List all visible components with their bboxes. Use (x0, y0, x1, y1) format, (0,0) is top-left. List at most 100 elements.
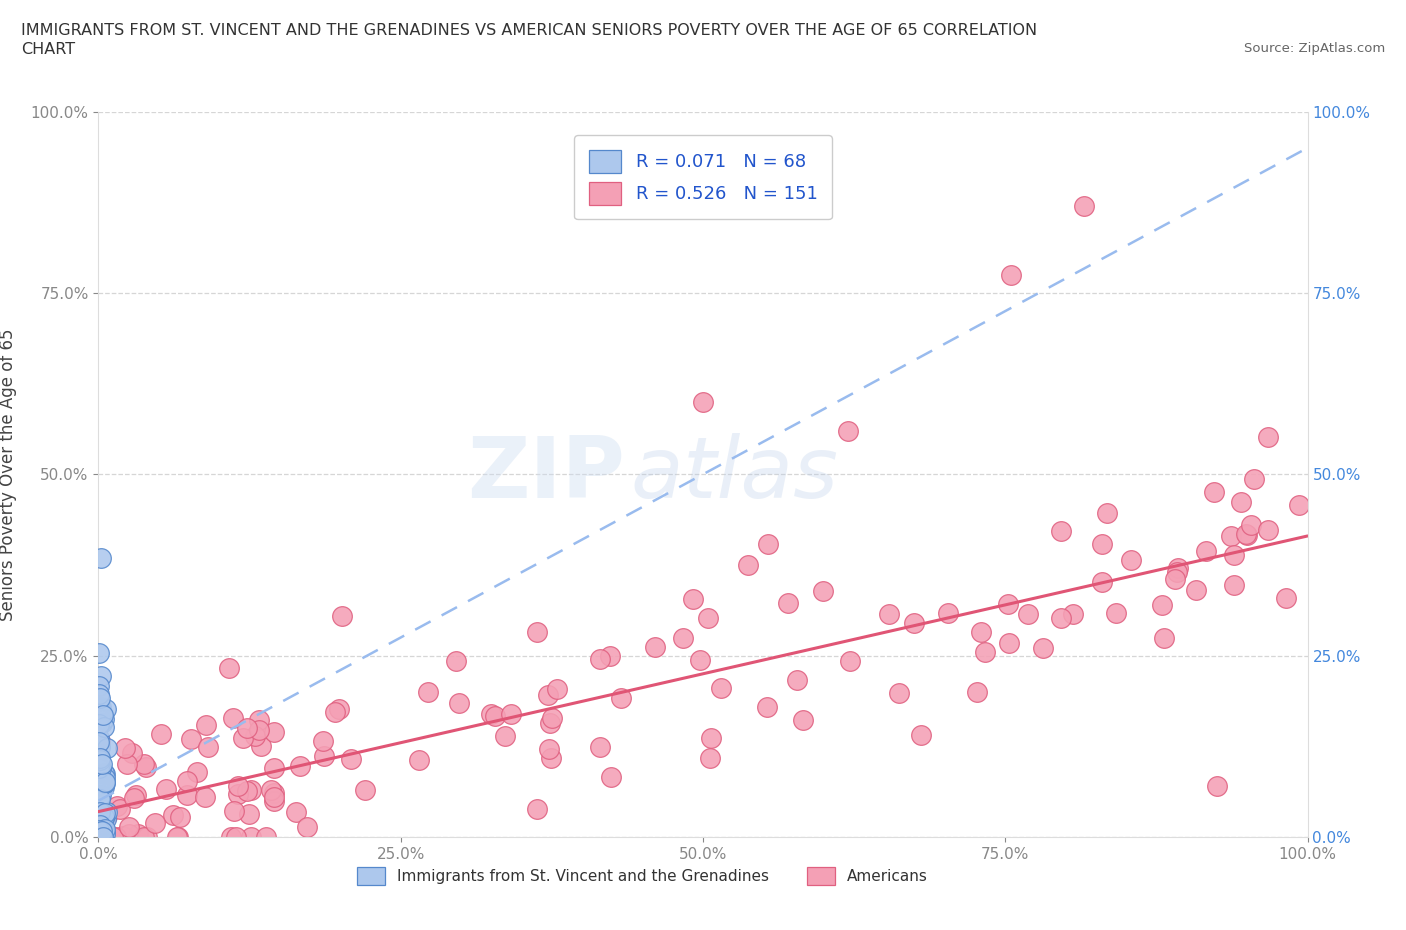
Point (484, 709, 506, 724)
Point (118, 827, 141, 842)
Point (91, 823, 114, 838)
Point (89, 817, 111, 832)
Text: CHART: CHART (21, 42, 75, 57)
Point (538, 741, 561, 756)
Point (1032, 641, 1054, 656)
Point (197, 739, 219, 754)
Point (903, 616, 925, 631)
Point (87, 731, 110, 746)
Point (887, 685, 910, 700)
Point (692, 394, 714, 409)
Point (90, 761, 112, 776)
Point (89, 791, 111, 806)
Point (340, 751, 363, 766)
Point (447, 696, 470, 711)
Point (94, 822, 117, 837)
Point (90, 712, 112, 727)
Point (540, 751, 562, 765)
Point (87, 686, 110, 701)
Point (87, 822, 110, 837)
Point (1091, 575, 1114, 590)
Point (90, 668, 112, 683)
Point (93, 776, 115, 790)
Point (162, 808, 184, 823)
Text: atlas: atlas (630, 432, 838, 516)
Point (589, 740, 612, 755)
Point (89, 711, 111, 726)
Point (134, 756, 156, 771)
Point (89, 679, 111, 694)
Point (93, 775, 115, 790)
Point (710, 680, 733, 695)
Point (1152, 597, 1174, 612)
Point (1049, 611, 1071, 626)
Text: Source: ZipAtlas.com: Source: ZipAtlas.com (1244, 42, 1385, 55)
Point (91, 829, 114, 844)
Point (644, 639, 666, 654)
Point (837, 423, 859, 438)
Point (93, 765, 115, 780)
Point (194, 718, 217, 733)
Point (89, 823, 111, 838)
Point (89, 734, 111, 749)
Point (96, 808, 118, 823)
Point (1073, 198, 1095, 213)
Point (1288, 498, 1310, 512)
Point (1185, 582, 1208, 597)
Point (1223, 578, 1246, 592)
Point (94, 701, 117, 716)
Point (263, 786, 285, 801)
Point (536, 687, 558, 702)
Point (235, 721, 257, 736)
Point (682, 591, 704, 606)
Point (589, 652, 612, 667)
Point (792, 712, 814, 727)
Point (501, 707, 523, 722)
Point (111, 829, 134, 844)
Point (218, 660, 240, 675)
Point (94, 766, 117, 781)
Point (1163, 571, 1185, 586)
Point (1050, 524, 1073, 538)
Point (87, 818, 110, 833)
Point (222, 711, 245, 725)
Text: ZIP: ZIP (467, 432, 624, 516)
Point (786, 672, 808, 687)
Point (127, 827, 149, 842)
Point (263, 790, 285, 804)
Point (243, 728, 266, 743)
Point (93, 719, 115, 734)
Point (970, 624, 993, 639)
Point (295, 819, 318, 834)
Y-axis label: Seniors Poverty Over the Age of 65: Seniors Poverty Over the Age of 65 (0, 328, 17, 620)
Point (87, 769, 110, 784)
Point (323, 705, 346, 720)
Point (811, 584, 834, 599)
Point (225, 830, 247, 844)
Point (90, 824, 112, 839)
Point (239, 830, 262, 844)
Point (1166, 565, 1188, 579)
Point (546, 681, 568, 696)
Point (1194, 543, 1216, 558)
Point (226, 786, 249, 801)
Point (89, 777, 111, 792)
Point (312, 749, 335, 764)
Point (87, 701, 110, 716)
Point (1105, 605, 1128, 620)
Point (1220, 528, 1243, 543)
Point (737, 558, 759, 573)
Point (90, 699, 112, 714)
Point (91, 757, 114, 772)
Point (966, 684, 988, 699)
Point (89, 752, 111, 767)
Point (285, 804, 308, 819)
Point (1097, 506, 1119, 521)
Point (94, 830, 117, 844)
Point (312, 734, 335, 749)
Point (973, 644, 995, 659)
Point (90, 783, 112, 798)
Point (166, 830, 188, 844)
Point (155, 782, 177, 797)
Point (689, 653, 711, 668)
